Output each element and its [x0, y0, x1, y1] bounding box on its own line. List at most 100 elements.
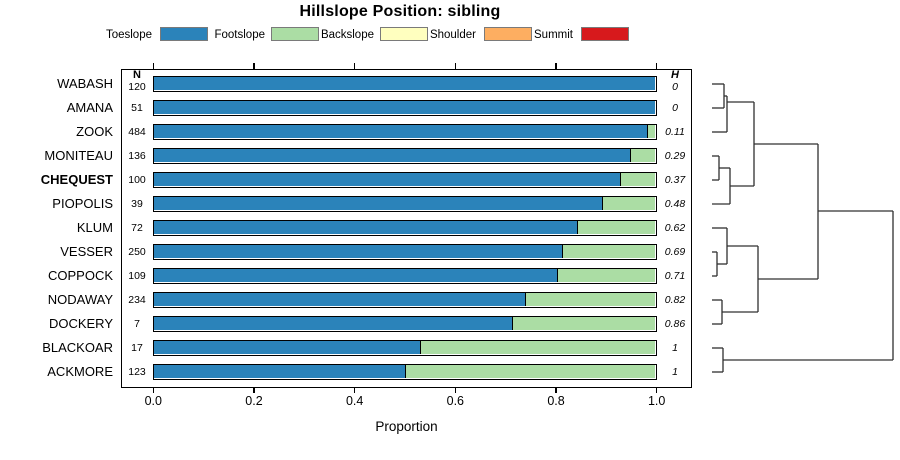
h-value: 0.82 — [664, 293, 686, 306]
series-label: VESSER — [60, 244, 113, 259]
stacked-bar — [153, 244, 657, 260]
top-axis-tick — [454, 63, 456, 69]
bar-segment-toeslope — [154, 221, 578, 234]
series-label: AMANA — [66, 100, 113, 115]
bottom-axis-tick — [656, 387, 658, 393]
bar-segment-toeslope — [154, 101, 655, 114]
n-column-header: N — [133, 69, 141, 81]
stacked-bar — [153, 100, 657, 116]
x-axis-label: Proportion — [375, 419, 438, 434]
top-axis-tick — [152, 63, 154, 69]
n-value: 17 — [131, 341, 143, 354]
h-value: 0 — [672, 101, 678, 114]
bar-segment-toeslope — [154, 125, 648, 138]
legend-swatch-toeslope — [160, 27, 208, 41]
bar-segment-footslope — [404, 365, 655, 378]
plot-border — [121, 69, 692, 388]
h-value: 0.48 — [664, 197, 686, 210]
bottom-axis-tick — [354, 387, 356, 393]
bar-segment-footslope — [577, 221, 655, 234]
bar-segment-toeslope — [154, 269, 558, 282]
h-value: 0.62 — [664, 221, 686, 234]
n-value: 39 — [131, 197, 143, 210]
legend-label-shoulder: Shoulder — [429, 29, 476, 41]
n-value: 123 — [128, 365, 146, 378]
top-axis-tick — [253, 63, 255, 69]
stacked-bar — [153, 172, 657, 188]
stacked-bar — [153, 316, 657, 332]
bar-segment-toeslope — [154, 365, 405, 378]
x-tick-label: 0.6 — [446, 394, 465, 408]
bar-segment-footslope — [562, 245, 655, 258]
h-value: 1 — [672, 365, 678, 378]
stacked-bar — [153, 76, 657, 92]
stacked-bar — [153, 340, 657, 356]
bar-segment-toeslope — [154, 293, 525, 306]
h-value: 0 — [672, 81, 678, 93]
n-value: 250 — [128, 245, 146, 258]
series-label: ACKMORE — [47, 364, 113, 379]
n-value: 120 — [128, 81, 146, 93]
h-value: 0.37 — [664, 173, 686, 186]
stacked-bar — [153, 148, 657, 164]
bar-segment-footslope — [629, 149, 655, 162]
legend-swatch-summit — [581, 27, 629, 41]
series-label: BLACKOAR — [42, 340, 113, 355]
series-label: KLUM — [76, 220, 113, 235]
bar-segment-footslope — [602, 197, 655, 210]
n-value: 234 — [128, 293, 146, 306]
bar-segment-toeslope — [154, 341, 420, 354]
stacked-bar — [153, 364, 657, 380]
series-label: MONITEAU — [44, 148, 113, 163]
bottom-axis-tick — [555, 387, 557, 393]
series-label: PIOPOLIS — [52, 196, 113, 211]
series-label: NODAWAY — [47, 292, 113, 307]
series-label: CHEQUEST — [40, 172, 113, 187]
bar-segment-footslope — [511, 317, 655, 330]
h-value: 0.86 — [664, 317, 686, 330]
legend-swatch-backslope — [380, 27, 428, 41]
series-label: DOCKERY — [48, 316, 113, 331]
bar-segment-footslope — [557, 269, 655, 282]
n-value: 484 — [128, 125, 146, 138]
stacked-bar — [153, 220, 657, 236]
legend-swatch-shoulder — [484, 27, 532, 41]
bar-segment-toeslope — [154, 173, 620, 186]
x-tick-label: 0.8 — [547, 394, 565, 408]
legend-label-backslope: Backslope — [320, 29, 374, 41]
bar-segment-footslope — [619, 173, 655, 186]
bar-segment-footslope — [647, 125, 655, 138]
legend-label-footslope: Footslope — [214, 29, 265, 41]
x-tick-label: 0.0 — [144, 394, 162, 408]
stacked-bar — [153, 268, 657, 284]
n-value: 7 — [134, 317, 140, 330]
h-value: 1 — [672, 341, 678, 354]
x-tick-label: 1.0 — [647, 394, 666, 408]
series-label: ZOOK — [76, 124, 113, 139]
stacked-bar — [153, 196, 657, 212]
bar-segment-toeslope — [154, 77, 655, 90]
h-value: 0.11 — [665, 125, 685, 138]
bar-segment-toeslope — [154, 149, 630, 162]
top-axis-tick — [555, 63, 557, 69]
top-axis-tick — [354, 63, 356, 69]
h-column-header: H — [671, 69, 679, 81]
legend-label-toeslope: Toeslope — [105, 29, 152, 41]
legend-label-summit: Summit — [534, 29, 573, 41]
stacked-bar — [153, 124, 657, 140]
legend-swatch-footslope — [271, 27, 319, 41]
bottom-axis-tick — [253, 387, 255, 393]
bar-segment-footslope — [524, 293, 655, 306]
bar-segment-toeslope — [154, 197, 603, 210]
n-value: 51 — [131, 101, 143, 114]
chart-title: Hillslope Position: sibling — [299, 3, 501, 20]
h-value: 0.69 — [664, 245, 686, 258]
stacked-bar — [153, 292, 657, 308]
bottom-axis-tick — [152, 387, 154, 393]
series-label: COPPOCK — [47, 268, 113, 283]
x-tick-label: 0.4 — [345, 394, 364, 408]
top-axis-tick — [656, 63, 658, 69]
x-tick-label: 0.2 — [245, 394, 263, 408]
